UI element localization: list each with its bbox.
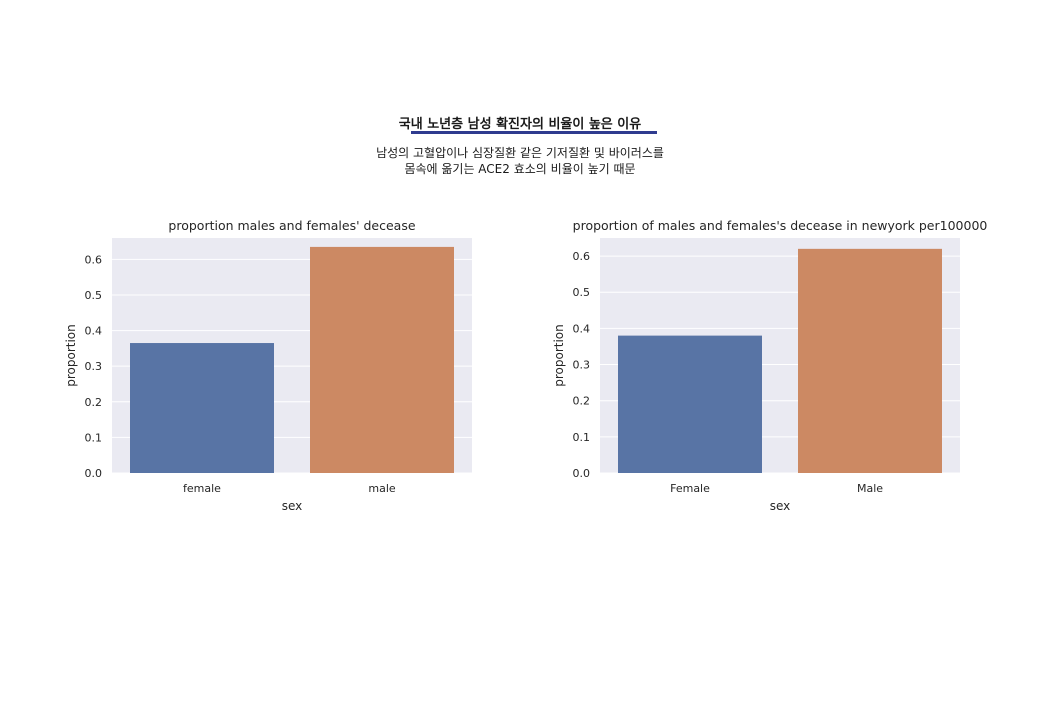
y-tick-label: 0.6: [573, 250, 591, 263]
subtext: 남성의 고혈압이나 심장질환 같은 기저질환 및 바이러스를 몸속에 옮기는 A…: [0, 145, 1040, 177]
y-tick-label: 0.3: [85, 360, 103, 373]
x-axis-label: sex: [282, 499, 303, 513]
y-tick-label: 0.6: [85, 253, 103, 266]
chart-title: proportion of males and females's deceas…: [573, 218, 988, 233]
bar-female: [130, 343, 274, 473]
chart-svg: proportion males and females' decease 0.0…: [64, 218, 472, 513]
y-axis-label: proportion: [64, 324, 78, 387]
x-tick-label: male: [368, 482, 396, 495]
chart-svg: proportion of males and females's deceas…: [552, 218, 988, 513]
x-axis-label: sex: [770, 499, 791, 513]
chart-title: proportion males and females' decease: [168, 218, 415, 233]
headline-underline: [411, 131, 657, 134]
bar-male: [798, 248, 942, 473]
chart-left: proportion males and females' decease 0.0…: [58, 210, 528, 520]
y-tick-label: 0.1: [85, 431, 103, 444]
y-tick-label: 0.1: [573, 431, 591, 444]
y-tick-label: 0.5: [573, 286, 591, 299]
x-tick-label: female: [183, 482, 221, 495]
y-tick-label: 0.2: [85, 396, 103, 409]
x-tick-label: Female: [670, 482, 710, 495]
headline: 국내 노년층 남성 확진자의 비율이 높은 이유: [398, 117, 642, 132]
y-tick-label: 0.0: [85, 467, 103, 480]
bar-male: [310, 246, 454, 473]
y-tick-label: 0.2: [573, 395, 591, 408]
y-tick-label: 0.5: [85, 289, 103, 302]
y-tick-label: 0.0: [573, 467, 591, 480]
y-tick-label: 0.4: [573, 322, 591, 335]
bar-female: [618, 335, 762, 473]
y-tick-label: 0.3: [573, 359, 591, 372]
y-axis-label: proportion: [552, 324, 566, 387]
y-tick-label: 0.4: [85, 325, 103, 338]
subtext-line-1: 남성의 고혈압이나 심장질환 같은 기저질환 및 바이러스를: [376, 146, 664, 160]
subtext-line-2: 몸속에 옮기는 ACE2 효소의 비율이 높기 때문: [404, 162, 636, 176]
chart-right: proportion of males and females's deceas…: [546, 210, 1016, 520]
x-tick-label: Male: [857, 482, 883, 495]
